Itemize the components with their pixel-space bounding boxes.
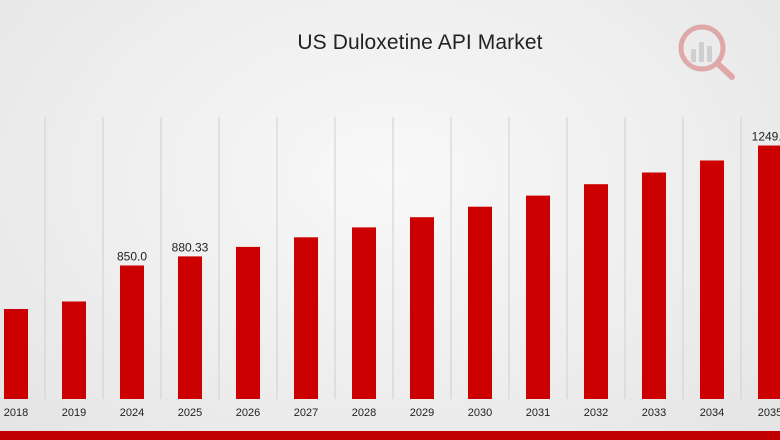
- x-tick-label: 2030: [468, 407, 492, 419]
- bar-2027: [294, 237, 318, 399]
- x-tick-label: 2018: [4, 407, 28, 419]
- bar-2035: [758, 145, 780, 399]
- x-tick-label: 2031: [526, 407, 550, 419]
- bar-2034: [700, 160, 724, 399]
- bar-2019: [62, 301, 86, 399]
- x-tick-label: 2034: [700, 407, 724, 419]
- bottom-accent-band: [0, 431, 780, 440]
- bar-2031: [526, 195, 550, 399]
- x-tick-label: 2019: [62, 407, 86, 419]
- data-label: 880.33: [172, 240, 209, 254]
- x-tick-label: 2028: [352, 407, 376, 419]
- bar-2032: [584, 184, 608, 399]
- data-label: 1249.9: [752, 130, 780, 144]
- bar-2025: [178, 256, 202, 399]
- bar-2033: [642, 172, 666, 399]
- x-tick-label: 2035: [758, 407, 780, 419]
- x-tick-label: 2033: [642, 407, 666, 419]
- chart-title: US Duloxetine API Market: [297, 31, 543, 54]
- bar-2024: [120, 265, 144, 399]
- bar-2026: [236, 246, 260, 399]
- x-tick-label: 2025: [178, 407, 202, 419]
- x-tick-label: 2024: [120, 407, 144, 419]
- x-tick-label: 2032: [584, 407, 608, 419]
- bar-2028: [352, 227, 376, 399]
- x-tick-label: 2027: [294, 407, 318, 419]
- bar-2018: [4, 309, 28, 399]
- bar-2030: [468, 206, 492, 399]
- data-label: 850.0: [117, 250, 147, 264]
- logo-watermark: [678, 24, 735, 80]
- x-tick-label: 2029: [410, 407, 434, 419]
- bar-2029: [410, 217, 434, 399]
- x-tick-label: 2026: [236, 407, 260, 419]
